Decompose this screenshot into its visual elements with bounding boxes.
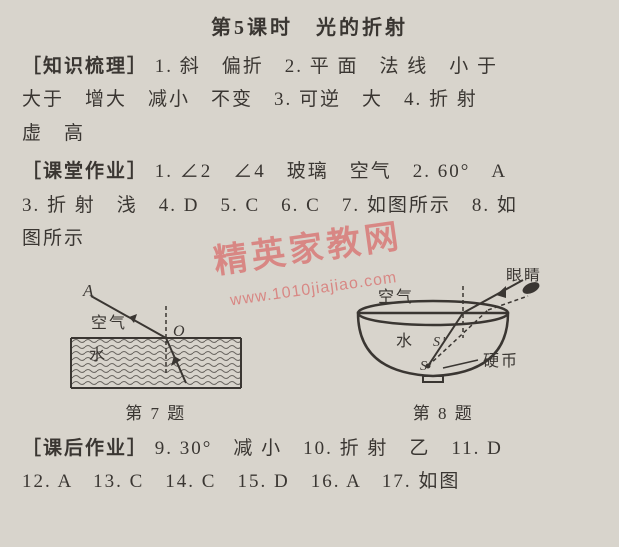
label-A: A [82, 281, 95, 300]
section-classwork-line1: ［课堂作业］ 1. ∠2 ∠4 玻璃 空气 2. 60° A [22, 157, 597, 187]
figure-8: 眼睛 空气 水 S' S 硬币 第 8 题 [328, 268, 558, 427]
figure-8-caption: 第 8 题 [328, 400, 558, 427]
section-label-homework: ［课后作业］ [22, 438, 148, 459]
figure-7-caption: 第 7 题 [61, 400, 251, 427]
label-air-8: 空气 [378, 288, 414, 306]
figure-7-diagram: A O 空气 水 [61, 278, 251, 398]
homework-text-2: 12. A 13. C 14. C 15. D 16. A 17. 如图 [22, 467, 597, 497]
knowledge-text-1: 1. 斜 偏折 2. 平 面 法 线 小 于 [155, 56, 498, 77]
section-homework-line1: ［课后作业］ 9. 30° 减 小 10. 折 射 乙 11. D [22, 434, 597, 464]
classwork-text-2: 3. 折 射 浅 4. D 5. C 6. C 7. 如图所示 8. 如 [22, 191, 597, 221]
section-label-classwork: ［课堂作业］ [22, 161, 148, 182]
label-Sp: S' [433, 335, 447, 350]
label-water-8: 水 [396, 332, 414, 350]
classwork-text-3: 图所示 [22, 224, 597, 254]
figures-row: A O 空气 水 第 7 题 眼睛 空气 水 S' S 硬币 第 [22, 268, 597, 427]
knowledge-text-2: 大于 增大 减小 不变 3. 可逆 大 4. 折 射 [22, 85, 597, 115]
classwork-text-1: 1. ∠2 ∠4 玻璃 空气 2. 60° A [155, 161, 507, 182]
section-label-knowledge: ［知识梳理］ [22, 56, 148, 77]
knowledge-text-3: 虚 高 [22, 119, 597, 149]
figure-8-diagram: 眼睛 空气 水 S' S 硬币 [328, 268, 558, 398]
label-air-7: 空气 [91, 314, 127, 332]
homework-text-1: 9. 30° 减 小 10. 折 射 乙 11. D [155, 438, 503, 459]
label-water-7: 水 [89, 346, 107, 364]
section-knowledge-line1: ［知识梳理］ 1. 斜 偏折 2. 平 面 法 线 小 于 [22, 52, 597, 82]
figure-7: A O 空气 水 第 7 题 [61, 278, 251, 427]
label-O: O [173, 323, 187, 340]
label-eye: 眼睛 [506, 268, 542, 284]
page-title: 第5课时 光的折射 [22, 12, 597, 44]
label-coin: 硬币 [483, 352, 519, 370]
